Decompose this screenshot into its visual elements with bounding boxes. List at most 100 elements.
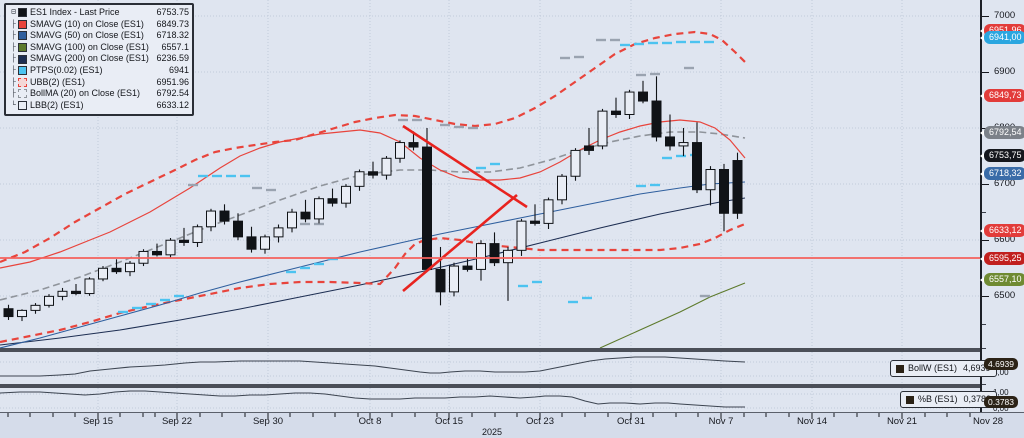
pctb-scale-label-bottom: 0,00 [993,404,1009,413]
candle-body-down[interactable] [665,136,675,147]
price-axis[interactable]: 7000 6900 6800 6700 6600 6500 6951,96 69… [980,0,1024,413]
candle-body-up[interactable] [449,265,459,293]
date-axis[interactable]: Sep 15 Sep 22 Sep 30 Oct 8 Oct 15 Oct 23… [0,412,1024,438]
candle-body-down[interactable] [152,250,162,256]
candle-body-down[interactable] [435,268,446,293]
trendline-annotations[interactable] [402,124,528,292]
legend-value-ptps: 6941 [168,64,189,75]
candle-body-down[interactable] [300,211,311,220]
legend-row-smavg50[interactable]: ├ SMAVG (50) on Close (ES1) 6718.32 [9,30,189,42]
candle-body-up[interactable] [273,227,284,238]
candle-body-down[interactable] [732,160,743,214]
price-pane[interactable] [0,0,1024,348]
chart-legend[interactable]: ⊟ ES1 Index - Last Price 6753.75 ├ SMAVG… [4,3,194,117]
price-tag-smavg100[interactable]: 6557,10 [980,273,1024,286]
smavg-100-line [599,282,746,348]
pctb-legend[interactable]: %B (ES1) 0,3783 [900,391,998,408]
date-label-oct-31: Oct 31 [617,416,645,427]
price-tag-bollma20[interactable]: 6792,54 [980,126,1024,139]
candle-body-up[interactable] [516,220,527,251]
candle-body-up[interactable] [84,278,95,295]
price-tag-smavg50[interactable]: 6718,32 [980,167,1024,180]
candle-body-up[interactable] [381,157,392,176]
candle-body-up[interactable] [30,304,41,311]
legend-row-bollma[interactable]: ├ BollMA (20) on Close (ES1) 6792.54 [9,88,189,100]
candle-body-up[interactable] [125,262,135,273]
candle-body-down[interactable] [179,239,189,243]
legend-row-ptps[interactable]: ├ PTPS(0.02) (ES1) 6941 [9,65,189,77]
candle-body-up[interactable] [624,91,635,116]
candle-body-down[interactable] [422,146,432,270]
candle-body-up[interactable] [570,149,581,177]
candle-body-down[interactable] [638,91,648,102]
price-tag-prior-close[interactable]: 6595,25 [980,252,1024,265]
candle-body-down[interactable] [530,220,540,224]
candle-body-down[interactable] [489,243,500,264]
candle-body-up[interactable] [705,169,716,191]
candle-body-up[interactable] [287,211,297,229]
candle-body-up[interactable] [597,110,608,147]
price-plot [0,0,980,348]
legend-row-smavg10[interactable]: ├ SMAVG (10) on Close (ES1) 6849.73 [9,19,189,31]
candle-body-up[interactable] [44,295,54,306]
legend-value-smavg50: 6718.32 [156,30,189,41]
candle-body-up[interactable] [260,236,270,250]
ptps-dots [118,38,714,314]
candle-body-down[interactable] [246,236,257,250]
candle-body-up[interactable] [57,290,68,297]
price-tag-last-price[interactable]: 6753,75 [980,149,1024,162]
candle-body-down[interactable] [611,110,621,116]
axis-label-7000: 7000 [994,10,1016,21]
candle-body-up[interactable] [314,198,324,220]
bollw-legend[interactable]: BollW (ES1) 4,6939 [890,360,997,377]
price-tag-lbb[interactable]: 6633,12 [980,224,1024,237]
legend-value-smavg10: 6849.73 [156,18,189,29]
candle-body-down[interactable] [219,210,230,222]
tree-expander-icon[interactable]: ⊟ [11,8,16,17]
panel-separator-1 [0,348,1024,352]
candle-body-down[interactable] [692,142,702,191]
candle-body-up[interactable] [678,142,689,147]
candle-body-up[interactable] [476,243,486,270]
candle-body-down[interactable] [111,267,122,273]
candle-body-down[interactable] [408,142,419,148]
candle-body-down[interactable] [368,171,378,176]
price-tag-ptps[interactable]: 6941,00 [980,31,1024,44]
price-tag-smavg10[interactable]: 6849,73 [980,89,1024,102]
candle-body-up[interactable] [341,185,351,204]
candle-body-up[interactable] [543,199,554,224]
candle-body-down[interactable] [71,290,81,295]
candle-body-down[interactable] [651,100,662,138]
candle-body-up[interactable] [206,210,216,228]
candlestick-series[interactable] [3,76,743,322]
pctb-series [0,390,745,408]
axis-tick-6700 [982,184,989,185]
candle-body-up[interactable] [98,267,108,280]
legend-row-price[interactable]: ⊟ ES1 Index - Last Price 6753.75 [9,7,189,19]
axis-tick-minor-3 [982,348,986,349]
candle-body-up[interactable] [395,142,405,159]
candle-body-up[interactable] [557,175,567,201]
candle-body-up[interactable] [17,309,27,318]
bollw-pane[interactable]: BollW (ES1) 4,6939 [0,352,1024,384]
pctb-swatch-icon [906,395,914,404]
candle-body-up[interactable] [165,239,176,256]
legend-row-ubb[interactable]: ├ UBB(2) (ES1) 6951.96 [9,77,189,89]
candle-body-down[interactable] [327,198,338,204]
pctb-pane[interactable]: %B (ES1) 0,3783 [0,388,1024,412]
candle-body-down[interactable] [462,265,473,270]
legend-label-bollma: BollMA (20) on Close (ES1) [30,88,141,99]
candle-body-up[interactable] [503,249,513,264]
candle-body-down[interactable] [3,308,14,318]
pctb-plot [0,388,980,412]
legend-row-lbb[interactable]: └ LBB(2) (ES1) 6633.12 [9,100,189,112]
legend-row-smavg100[interactable]: ├ SMAVG (100) on Close (ES1) 6557.1 [9,42,189,54]
legend-row-smavg200[interactable]: ├ SMAVG (200) on Close (ES1) 6236.59 [9,53,189,65]
candle-body-up[interactable] [354,171,365,187]
pctb-value-tag[interactable]: 0.3783 [984,396,1018,408]
bollw-value-tag[interactable]: 4.6939 [984,358,1018,370]
candle-body-down[interactable] [584,145,594,151]
candle-body-down[interactable] [719,169,729,214]
candle-body-down[interactable] [233,220,243,238]
candle-body-up[interactable] [192,226,203,243]
